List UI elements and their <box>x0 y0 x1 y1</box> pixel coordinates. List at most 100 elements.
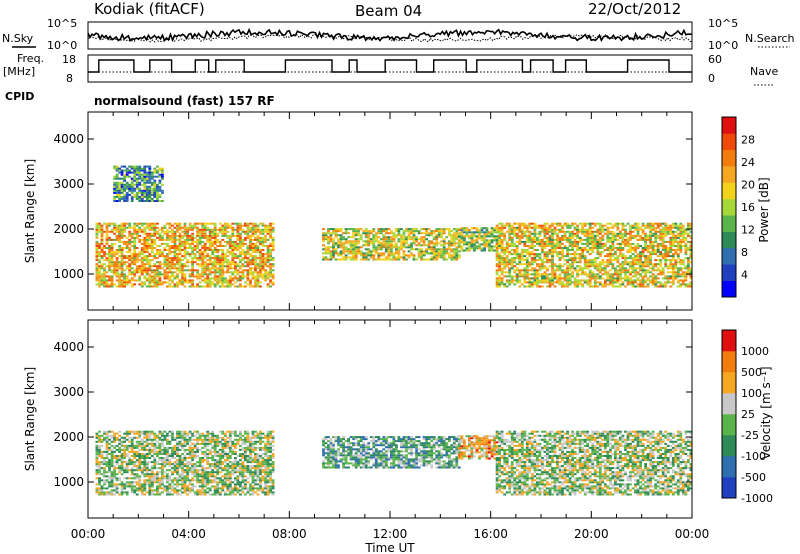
echo-cell <box>105 238 109 241</box>
echo-cell <box>377 244 381 247</box>
echo-cell <box>616 269 620 272</box>
echo-cell <box>113 271 116 274</box>
echo-cell <box>218 226 222 229</box>
echo-cell <box>150 193 154 196</box>
echo-cell <box>508 224 512 227</box>
echo-cell <box>661 228 665 231</box>
echo-cell <box>530 273 534 276</box>
echo-cell <box>546 236 549 239</box>
echo-cell <box>671 245 675 247</box>
echo-cell <box>593 257 597 260</box>
echo-cell <box>546 279 549 282</box>
echo-cell <box>483 243 486 246</box>
echo-cell <box>525 263 529 266</box>
echo-cell <box>372 242 376 245</box>
echo-cell <box>493 245 496 248</box>
echo-cell <box>588 265 592 268</box>
echo-cell <box>135 234 139 237</box>
echo-cell <box>103 267 106 270</box>
echo-cell <box>143 167 147 170</box>
echo-cell <box>561 253 564 256</box>
echo-cell <box>198 251 202 254</box>
echo-cell <box>153 179 157 182</box>
echo-cell <box>140 442 144 445</box>
echo-cell <box>226 226 230 229</box>
echo-cell <box>337 252 340 255</box>
echo-cell <box>135 477 139 480</box>
echo-cell <box>178 222 182 225</box>
echo-cell <box>123 255 126 258</box>
echo-cell <box>621 238 625 241</box>
echo-cell <box>581 283 585 286</box>
echo-cell <box>671 232 675 235</box>
echo-cell <box>598 265 602 268</box>
echo-cell <box>269 226 272 229</box>
echo-cell <box>508 283 512 286</box>
echo-cell <box>518 224 522 227</box>
echo-cell <box>125 247 129 249</box>
echo-cell <box>153 228 157 231</box>
echo-cell <box>651 226 655 229</box>
echo-cell <box>271 259 275 262</box>
echo-cell <box>568 269 572 272</box>
echo-cell <box>606 240 610 243</box>
echo-cell <box>113 493 116 496</box>
echo-cell <box>259 257 262 260</box>
echo-cell <box>264 236 267 239</box>
echo-cell <box>118 265 121 268</box>
echo-cell <box>254 224 257 227</box>
echo-cell <box>447 256 451 259</box>
echo-cell <box>206 265 210 268</box>
echo-cell <box>206 234 210 237</box>
echo-cell <box>201 247 205 249</box>
echo-cell <box>573 257 577 260</box>
echo-cell <box>395 258 398 261</box>
echo-cell <box>115 473 119 476</box>
echo-cell <box>566 261 569 264</box>
echo-cell <box>390 236 393 239</box>
echo-cell <box>533 234 537 237</box>
echo-cell <box>161 169 164 172</box>
echo-cell <box>143 485 147 488</box>
echo-cell <box>223 281 227 284</box>
echo-cell <box>178 245 182 247</box>
echo-cell <box>495 241 499 244</box>
echo-cell <box>171 240 174 243</box>
echo-cell <box>140 230 144 233</box>
echo-cell <box>364 244 368 247</box>
echo-cell <box>669 267 673 270</box>
echo-cell <box>143 179 147 182</box>
echo-cell <box>354 244 358 247</box>
echo-cell <box>689 251 693 254</box>
echo-cell <box>266 224 270 227</box>
echo-cell <box>145 236 149 239</box>
echo-cell <box>271 263 275 266</box>
echo-cell <box>578 222 582 225</box>
echo-cell <box>145 181 149 184</box>
echo-cell <box>510 240 514 243</box>
echo-cell <box>609 253 612 256</box>
echo-cell <box>206 267 210 270</box>
echo-cell <box>498 269 501 272</box>
echo-cell <box>236 230 240 233</box>
echo-cell <box>566 247 569 249</box>
echo-cell <box>369 250 373 253</box>
echo-cell <box>130 467 134 470</box>
echo-cell <box>135 467 139 470</box>
echo-cell <box>525 271 529 274</box>
echo-cell <box>674 267 678 270</box>
echo-cell <box>641 232 645 235</box>
echo-cell <box>322 258 325 261</box>
echo-cell <box>654 263 658 266</box>
echo-cell <box>528 240 532 243</box>
echo-cell <box>598 261 602 264</box>
echo-cell <box>679 224 683 227</box>
echo-cell <box>271 240 275 243</box>
echo-cell <box>639 279 642 282</box>
echo-cell <box>234 271 237 274</box>
echo-cell <box>475 245 479 248</box>
echo-cell <box>118 232 121 235</box>
echo-cell <box>538 281 542 284</box>
echo-cell <box>410 230 413 233</box>
echo-cell <box>329 254 333 257</box>
